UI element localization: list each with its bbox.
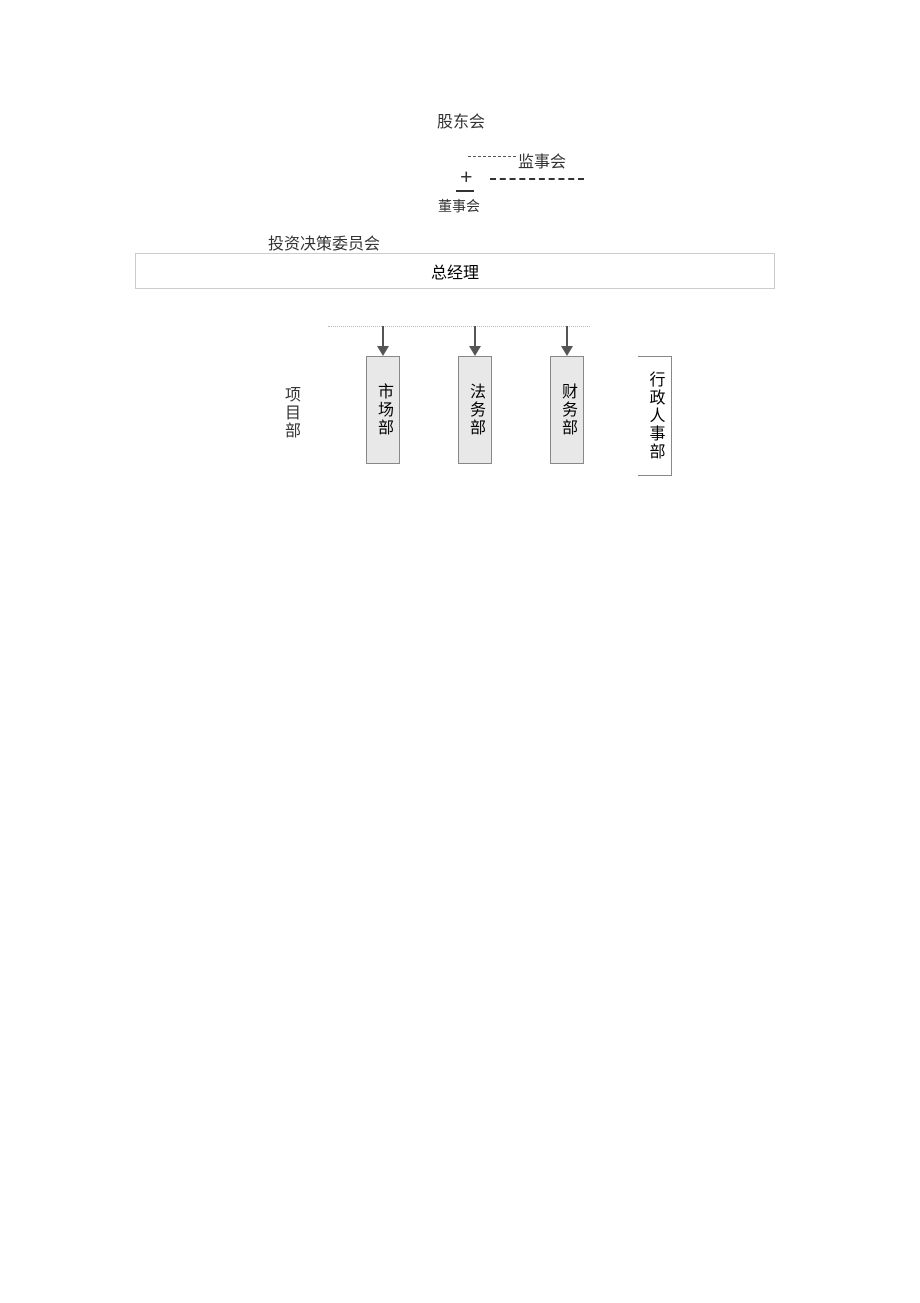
legal-dept-box: 法务部 <box>458 356 492 464</box>
finance-dept-text: 财务部 <box>555 383 579 437</box>
arrow-finance-head <box>561 346 573 356</box>
dash-to-supervisory <box>468 156 516 157</box>
finance-dept-box: 财务部 <box>550 356 584 464</box>
supervisory-text: 监事会 <box>518 154 566 171</box>
arrow-market-line <box>382 326 384 348</box>
arrow-finance-line <box>566 326 568 348</box>
admin-hr-text: 行政人事部 <box>643 371 667 461</box>
investment-committee-text: 投资决策委员会 <box>268 236 380 253</box>
project-dept-label: 项目部 <box>278 386 302 440</box>
shareholders-label: 股东会 <box>437 108 485 132</box>
investment-committee-label: 投资决策委员会 <box>268 230 380 254</box>
arrow-market-head <box>377 346 389 356</box>
board-label: 董事会 <box>438 196 480 216</box>
market-dept-box: 市场部 <box>366 356 400 464</box>
admin-hr-box: 行政人事部 <box>638 356 672 476</box>
gm-box: 总经理 <box>135 253 775 289</box>
arrow-legal-line <box>474 326 476 348</box>
shareholders-text: 股东会 <box>437 114 485 131</box>
board-text: 董事会 <box>438 200 480 215</box>
arrow-legal-head <box>469 346 481 356</box>
distributor-line <box>328 326 590 327</box>
gm-text: 总经理 <box>431 259 479 283</box>
underline-below-plus <box>456 190 474 192</box>
dash-right <box>490 178 584 180</box>
project-dept-text: 项目部 <box>282 386 299 440</box>
legal-dept-text: 法务部 <box>463 383 487 437</box>
supervisory-label: 监事会 <box>518 148 566 172</box>
plus-symbol: + <box>460 164 473 190</box>
market-dept-text: 市场部 <box>371 383 395 437</box>
